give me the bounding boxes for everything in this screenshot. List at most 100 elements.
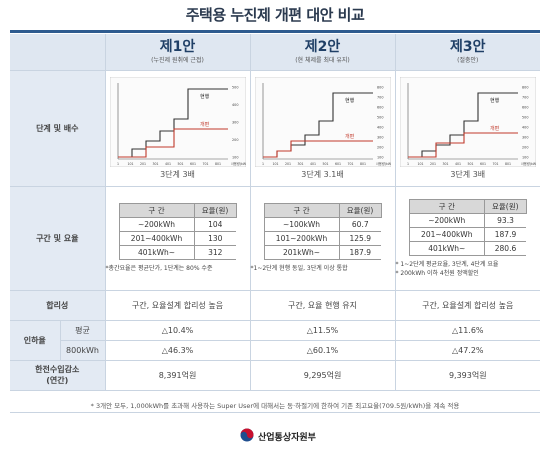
x-tick-label: 601 — [334, 162, 340, 166]
chart-frame — [109, 76, 246, 167]
plan-3-note: * 1~2단계 평균요율, 3단계, 4단계 요율 — [395, 260, 499, 268]
plan-2-sub: (현 체제를 최대 유지) — [295, 57, 350, 65]
plan-3-hike-avg: △11.6% — [395, 320, 540, 341]
y-tick-label: 200 — [522, 145, 528, 149]
y-tick-label: 600 — [522, 105, 528, 109]
plan-3-revenue: 9,393억원 — [395, 360, 540, 391]
x-tick-label: 1 — [261, 162, 263, 166]
x-tick-label: 601 — [480, 162, 486, 166]
taegeuk-logo-icon — [240, 428, 254, 442]
x-tick-label: 401 — [309, 162, 315, 166]
rate-value: 125.9 — [338, 231, 381, 246]
hike-label: 인하율 — [10, 320, 61, 361]
plan-1-sub: (누진제 원취에 근접) — [151, 57, 204, 65]
x-tick-label: 501 — [322, 162, 328, 166]
y-tick-label: 200 — [232, 138, 238, 142]
y-tick-label: 100 — [232, 155, 238, 159]
plan-2-note: *1~2단계 현행 동일, 3단계 이상 통합 — [250, 265, 348, 272]
new-tariff-line — [407, 131, 518, 158]
plan-3-stage-cell: 현행 개편 1 101 201 301 401 501 601 701 801 800 700 600 50… — [395, 70, 540, 187]
y-tick-label: 100 — [377, 155, 383, 159]
plan-2-rate-table: 구 간 요율(원) ~100kWh 60.7 101~200kWh 125.9 201… — [263, 203, 382, 260]
new-tariff-line — [117, 127, 228, 158]
chart-frame — [254, 76, 391, 167]
plan-2-name: 제2안 — [304, 39, 341, 56]
hike-800-label: 800kWh — [60, 340, 106, 361]
y-tick-label: 800 — [377, 85, 383, 89]
plan-3-rationality: 구간, 요율설계 합리성 높음 — [395, 290, 540, 321]
rate-head-rate: 요율(원) — [338, 203, 382, 218]
hike-800-row: 800kWh △46.3% △60.1% △47.2% — [10, 340, 540, 361]
title-underline — [10, 30, 540, 33]
x-tick-label: 1 — [116, 162, 118, 166]
stage-row: 단계 및 배수 현행 개편 1 101 201 301 401 501 601 701 801 500… — [10, 70, 540, 187]
plan-2-rationality: 구간, 요율 현행 유지 — [250, 290, 396, 321]
plan-2-revenue: 9,295억원 — [250, 360, 396, 391]
plan-2-hike-800: △60.1% — [250, 340, 396, 361]
revenue-row: 한전수입감소 (연간) 8,391억원 9,295억원 9,393억원 — [10, 360, 540, 391]
rationality-row: 합리성 구간, 요율설계 합리성 높음 구간, 요율 현행 유지 구간, 요율설… — [10, 290, 540, 321]
hike-avg-row: 인하율 평균 △10.4% △11.5% △11.6% — [10, 320, 540, 361]
header-corner — [10, 34, 106, 71]
y-tick-label: 400 — [232, 103, 238, 107]
y-tick-label: 300 — [377, 135, 383, 139]
rate-row: 201kWh~ 187.9 — [263, 245, 381, 260]
current-line-label: 현행 — [345, 97, 355, 104]
plan-1-stage-caption: 3단계 3배 — [160, 169, 195, 179]
y-tick-label: 700 — [522, 95, 528, 99]
x-tick-label: 801 — [214, 162, 220, 166]
x-tick-label: 201 — [284, 162, 290, 166]
rate-range: 201~400kWh — [408, 226, 485, 242]
y-tick-label: 400 — [377, 125, 383, 129]
chart-frame — [399, 76, 537, 167]
revenue-label: 한전수입감소 (연간) — [10, 360, 106, 391]
x-tick-label: 201 — [430, 162, 436, 166]
plan-3-name: 제3안 — [449, 39, 486, 56]
x-tick-label: 601 — [189, 162, 195, 166]
x-tick-label: 501 — [177, 162, 183, 166]
y-tick-label: 600 — [377, 105, 383, 109]
plan-3-hike-800: △47.2% — [395, 340, 540, 361]
rate-value: 60.7 — [338, 217, 381, 232]
page-title: 주택용 누진제 개편 대안 비교 — [185, 6, 365, 24]
x-tick-label: 701 — [202, 162, 208, 166]
rate-head-range: 구 간 — [408, 198, 485, 214]
rate-range: 401kWh~ — [408, 240, 485, 256]
stage-label: 단계 및 배수 — [10, 70, 106, 187]
x-axis-label: 사용량(kWh) — [231, 161, 246, 166]
section-row: 구간 및 요율 구 간 요율(원) ~200kWh 104 201~400kWh 13… — [10, 186, 540, 291]
rate-range: 101~200kWh — [263, 231, 340, 246]
plan-1-stage-cell: 현행 개편 1 101 201 301 401 501 601 701 801 500 400 300 20… — [105, 70, 251, 187]
y-tick-label: 100 — [522, 155, 528, 159]
y-tick-label: 500 — [522, 115, 528, 119]
current-line-label: 현행 — [200, 93, 210, 100]
plan-1-rate-table: 구 간 요율(원) ~200kWh 104 201~400kWh 130 401kWh… — [118, 203, 237, 260]
plan-3-sub: (절충안) — [457, 57, 479, 65]
new-line-label: 개편 — [200, 121, 210, 128]
x-tick-label: 101 — [272, 162, 278, 166]
rate-value: 130 — [193, 231, 236, 246]
rate-row: 201~400kWh 130 — [118, 231, 236, 246]
x-tick-label: 401 — [164, 162, 170, 166]
x-tick-label: 1 — [407, 162, 409, 166]
current-tariff-line — [407, 91, 518, 158]
rate-head-range: 구 간 — [118, 203, 195, 218]
rate-range: 401kWh~ — [118, 245, 195, 260]
hike-avg-label: 평균 — [60, 320, 106, 341]
rate-row: 401kWh~ 312 — [118, 245, 236, 260]
rate-head-range: 구 간 — [263, 203, 340, 218]
plan-2-stage-cell: 현행 개편 1 101 201 301 401 501 601 701 801 800 700 600 50… — [250, 70, 396, 187]
plan-3-stage-caption: 3단계 3배 — [450, 169, 486, 179]
rate-range: ~200kWh — [118, 217, 195, 232]
plan-3-note: * 200kWh 이하 4천원 정액할인 — [395, 269, 479, 277]
rate-row: 201~400kWh 187.9 — [408, 226, 527, 242]
x-axis-label: 사용량(kWh) — [521, 161, 536, 166]
footnote: * 3개안 모두, 1,000kWh를 초과해 사용하는 Super User에… — [90, 402, 460, 410]
y-tick-label: 400 — [522, 125, 528, 129]
y-tick-label: 500 — [377, 115, 383, 119]
plan-3-header: 제3안 (절충안) — [395, 34, 540, 71]
current-tariff-line — [117, 87, 228, 158]
footer-divider — [10, 412, 540, 413]
x-tick-label: 401 — [455, 162, 461, 166]
